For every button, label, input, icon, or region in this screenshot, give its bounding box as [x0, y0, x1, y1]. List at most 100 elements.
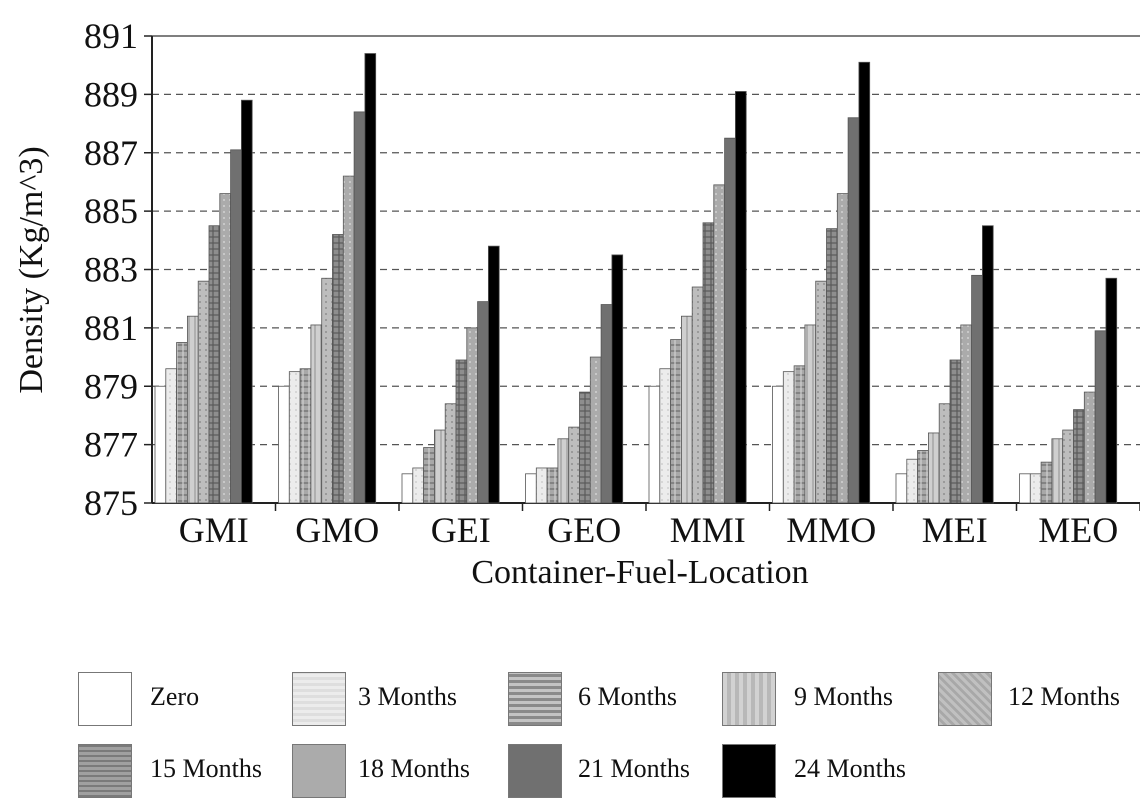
bar-MEO-5 [1073, 409, 1085, 504]
bar-GMI-7 [230, 149, 242, 504]
bar-MMI-6 [713, 184, 725, 504]
x-axis-title: Container-Fuel-Location [471, 554, 808, 591]
bar-MEO-1 [1029, 473, 1042, 504]
legend-label: 9 Months [794, 682, 893, 711]
y-tick-label: 887 [84, 133, 138, 173]
legend-swatch [508, 672, 562, 726]
bar-GEI-3 [433, 429, 446, 504]
y-tick-label: 881 [84, 308, 138, 348]
bar-MEI-4 [938, 403, 951, 504]
bar-MEO-2 [1040, 461, 1053, 504]
bar-GEI-6 [466, 327, 478, 504]
bar-GEI-8 [487, 245, 500, 504]
bar-MMI-4 [691, 286, 704, 504]
y-tick-label: 889 [84, 74, 138, 114]
legend-swatch [938, 672, 992, 726]
bar-GEO-4 [568, 426, 580, 504]
bar-MEI-2 [917, 450, 929, 504]
bar-GEO-5 [579, 391, 591, 504]
bar-GEO-6 [589, 356, 602, 504]
bar-MEI-5 [949, 359, 962, 504]
y-tick-label: 883 [84, 250, 138, 290]
bar-MMO-7 [847, 117, 860, 504]
bar-GEO-8 [611, 254, 624, 504]
x-tick-label: MEI [922, 510, 988, 550]
bar-MMI-0 [648, 385, 661, 504]
bar-GMO-3 [310, 324, 323, 504]
bar-GEI-2 [423, 447, 435, 504]
bar-MMI-1 [659, 368, 671, 504]
y-axis-title: Density (Kg/m^3) [13, 146, 50, 393]
bar-MEO-4 [1062, 429, 1074, 504]
legend-swatch [78, 672, 132, 726]
bar-GMO-0 [278, 385, 290, 504]
bar-GEI-5 [455, 359, 468, 504]
bar-GMO-5 [332, 234, 344, 504]
y-tick-label: 877 [84, 425, 138, 465]
bar-GMI-8 [240, 99, 253, 504]
legend-swatch [78, 744, 132, 798]
bar-MEO-0 [1019, 473, 1031, 504]
bar-GEO-7 [600, 304, 613, 504]
bar-MMO-3 [804, 324, 817, 504]
bar-MMO-4 [815, 280, 827, 504]
bar-GMI-3 [186, 315, 199, 504]
bar-GEO-3 [557, 438, 570, 504]
legend-swatch [508, 744, 562, 798]
legend-swatch [722, 744, 776, 798]
bar-MMO-8 [858, 61, 871, 504]
legend-label: 24 Months [794, 754, 906, 783]
x-tick-label: GMO [295, 510, 379, 550]
bar-GMI-1 [165, 368, 178, 504]
bar-GMO-8 [364, 53, 377, 504]
bar-GEI-1 [412, 467, 424, 504]
bar-GMI-0 [154, 385, 167, 504]
y-tick-label: 885 [84, 191, 138, 231]
bar-GMO-2 [299, 368, 312, 504]
bar-MEO-8 [1105, 277, 1118, 504]
bar-GMO-4 [321, 277, 333, 504]
bar-GMO-1 [288, 371, 301, 504]
bar-MEI-8 [982, 225, 994, 504]
bar-MEI-7 [971, 274, 983, 504]
bar-MMO-0 [772, 385, 784, 504]
bar-GEI-7 [477, 301, 489, 504]
bar-GMI-4 [197, 280, 210, 504]
bar-MMI-5 [702, 222, 715, 504]
bar-GMI-5 [208, 225, 221, 504]
legend-label: 15 Months [150, 754, 262, 783]
bar-GEI-0 [401, 473, 414, 504]
x-tick-label: MMI [670, 510, 746, 550]
y-tick-label: 875 [84, 483, 138, 523]
bar-GMI-6 [219, 193, 232, 504]
bar-MEO-6 [1083, 391, 1096, 504]
bar-MEO-3 [1051, 438, 1064, 504]
bar-GMO-7 [353, 111, 366, 504]
bar-GEO-2 [546, 467, 559, 504]
x-tick-label: GMI [179, 510, 249, 550]
bar-MMO-2 [793, 365, 806, 504]
legend-label: 18 Months [358, 754, 470, 783]
bar-MEI-1 [906, 458, 918, 504]
legend-swatch [292, 744, 346, 798]
x-tick-label: MEO [1038, 510, 1118, 550]
bar-MMO-6 [836, 193, 849, 504]
legend-label: 21 Months [578, 754, 690, 783]
x-tick-label: GEO [547, 510, 621, 550]
y-tick-label: 879 [84, 366, 138, 406]
chart-plot: 875 877 879 881 883 885 887 889 891 GMI GMO GEI GEO M… [13, 16, 1140, 591]
bar-MMI-2 [670, 339, 682, 504]
bar-MMI-8 [735, 91, 747, 504]
bar-MMO-5 [826, 228, 838, 504]
bar-GMO-6 [342, 175, 355, 504]
x-tick-label: GEI [431, 510, 491, 550]
legend-label: 6 Months [578, 682, 677, 711]
legend-label: 3 Months [358, 682, 457, 711]
bar-GEI-4 [444, 403, 457, 504]
legend-swatch [722, 672, 776, 726]
bar-GMI-2 [176, 342, 188, 504]
bar-MEI-3 [928, 432, 940, 504]
bar-MMO-1 [782, 371, 795, 504]
legend-swatch [292, 672, 346, 726]
y-tick-label: 891 [84, 16, 138, 56]
